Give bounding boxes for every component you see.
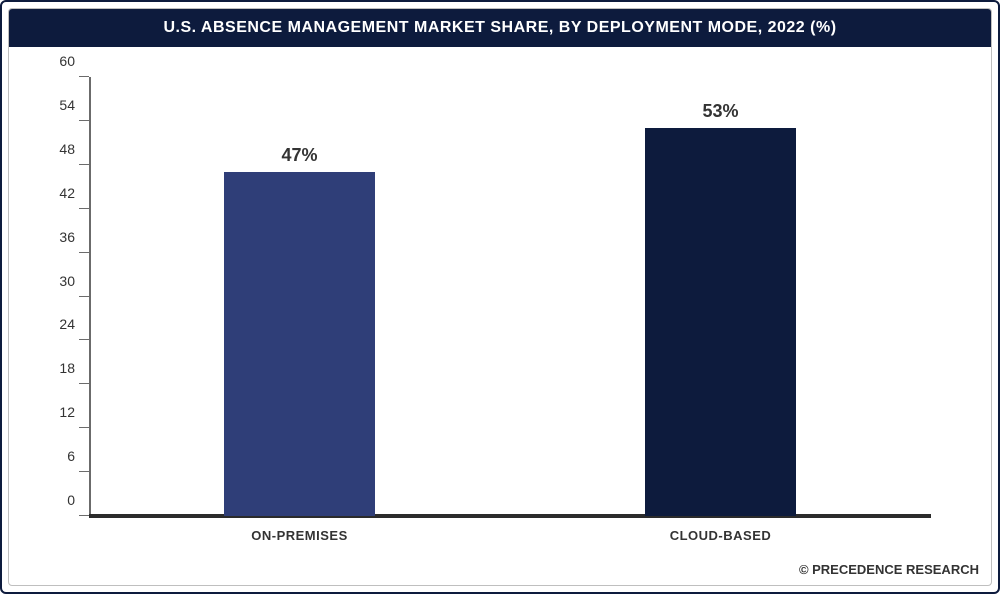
y-tick-label: 6 xyxy=(67,448,89,464)
bar xyxy=(224,172,376,516)
x-category-label: ON-PREMISES xyxy=(251,516,348,543)
bar-value-label: 47% xyxy=(281,145,317,166)
bar-slot: 53%CLOUD-BASED xyxy=(594,101,847,516)
y-tick xyxy=(79,296,89,297)
plot-area: 47%ON-PREMISES53%CLOUD-BASED 06121824303… xyxy=(89,77,931,516)
y-tick xyxy=(79,515,89,516)
chart-area: 47%ON-PREMISES53%CLOUD-BASED 06121824303… xyxy=(9,47,991,556)
bar-value-label: 53% xyxy=(702,101,738,122)
y-tick-label: 60 xyxy=(59,53,89,69)
y-tick xyxy=(79,208,89,209)
y-tick-label: 0 xyxy=(67,492,89,508)
footer-credit: © PRECEDENCE RESEARCH xyxy=(9,556,991,585)
y-tick-label: 18 xyxy=(59,360,89,376)
y-tick-label: 30 xyxy=(59,273,89,289)
y-tick-label: 24 xyxy=(59,316,89,332)
x-category-label: CLOUD-BASED xyxy=(670,516,772,543)
chart-title: U.S. ABSENCE MANAGEMENT MARKET SHARE, BY… xyxy=(9,9,991,47)
outer-frame: U.S. ABSENCE MANAGEMENT MARKET SHARE, BY… xyxy=(0,0,1000,594)
y-tick-label: 48 xyxy=(59,141,89,157)
y-tick xyxy=(79,252,89,253)
y-tick xyxy=(79,120,89,121)
y-tick xyxy=(79,339,89,340)
bar xyxy=(645,128,797,516)
y-tick-label: 54 xyxy=(59,97,89,113)
y-tick-label: 42 xyxy=(59,185,89,201)
bars-container: 47%ON-PREMISES 53%CLOUD-BASED xyxy=(89,77,931,516)
y-tick xyxy=(79,471,89,472)
y-tick xyxy=(79,164,89,165)
y-tick xyxy=(79,383,89,384)
y-tick xyxy=(79,427,89,428)
y-tick xyxy=(79,76,89,77)
y-tick-label: 36 xyxy=(59,229,89,245)
bar-slot: 47%ON-PREMISES xyxy=(173,145,426,516)
inner-frame: U.S. ABSENCE MANAGEMENT MARKET SHARE, BY… xyxy=(8,8,992,586)
y-tick-label: 12 xyxy=(59,404,89,420)
